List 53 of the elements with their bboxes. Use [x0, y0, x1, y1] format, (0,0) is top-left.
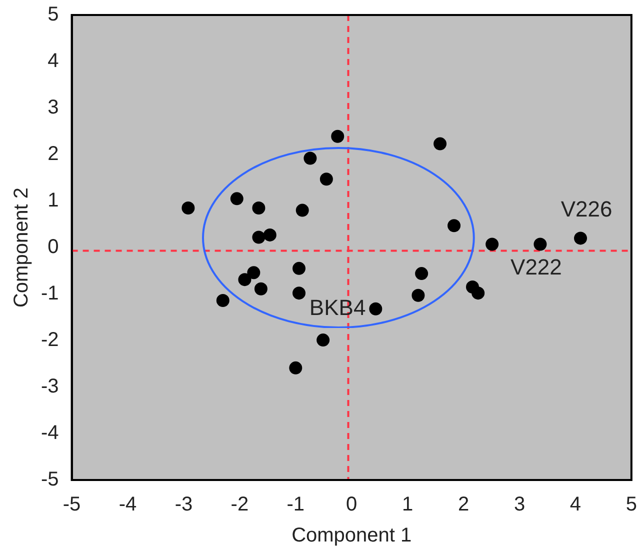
point	[254, 282, 268, 296]
y-tick-label: 4	[48, 50, 59, 72]
x-tick-label: -2	[230, 494, 249, 516]
annotation: V222	[510, 254, 562, 280]
point	[252, 230, 266, 244]
x-tick-label: 5	[626, 494, 637, 516]
point	[434, 137, 447, 150]
point	[289, 361, 302, 374]
point	[292, 286, 306, 300]
point	[304, 152, 317, 165]
point	[331, 130, 344, 143]
point	[534, 238, 547, 251]
y-tick-label: 5	[48, 4, 59, 26]
x-tick-label: -3	[174, 494, 193, 516]
annotation: BKB4	[309, 294, 366, 320]
y-tick-label: 2	[48, 143, 59, 166]
y-tick-label: 1	[48, 190, 59, 212]
x-axis-title: Component 1	[292, 524, 412, 547]
point	[238, 273, 252, 286]
point	[472, 286, 485, 300]
point	[574, 232, 588, 245]
y-tick-label: -2	[40, 329, 59, 352]
y-tick-label: 3	[48, 96, 59, 119]
point	[252, 201, 266, 214]
x-tick-label: 2	[458, 494, 470, 516]
x-tick-label: -4	[118, 494, 137, 516]
point	[369, 302, 382, 316]
y-tick-label: -5	[40, 468, 59, 491]
x-tick-label: 1	[402, 494, 414, 516]
point	[296, 204, 309, 217]
x-tick-label: 4	[570, 494, 582, 516]
y-tick-label: -4	[40, 422, 59, 444]
point	[320, 172, 333, 186]
x-tick-label: 0	[346, 494, 358, 516]
point	[415, 267, 428, 280]
point	[263, 228, 276, 242]
point	[230, 192, 244, 206]
point	[412, 288, 425, 302]
y-axis-title: Component 2	[10, 187, 33, 308]
point	[316, 334, 330, 347]
y-tick-label: -3	[40, 376, 59, 398]
point	[216, 294, 230, 308]
y-tick-label: 0	[48, 236, 59, 258]
x-tick-label: 3	[514, 494, 526, 516]
y-tick-label: -1	[40, 282, 59, 305]
x-tick-label: -5	[62, 494, 81, 516]
point	[486, 238, 499, 251]
x-tick-label: -1	[286, 494, 305, 516]
point	[247, 266, 260, 280]
point	[292, 262, 306, 275]
point	[182, 201, 195, 214]
annotation: V226	[560, 196, 612, 222]
point	[448, 219, 461, 232]
